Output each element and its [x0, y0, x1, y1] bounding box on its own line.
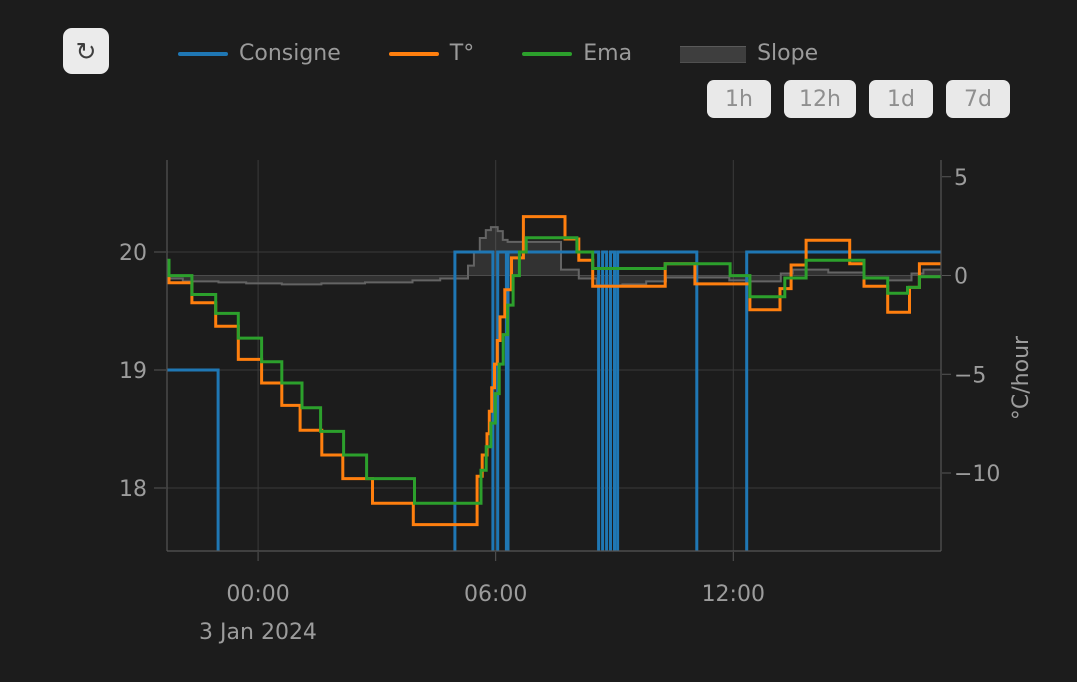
axis-lines — [166, 160, 942, 552]
series-layer — [167, 215, 941, 551]
slope-area-swatch — [680, 45, 747, 63]
range-button-1d[interactable]: 1d — [868, 80, 933, 118]
legend-item-consigne[interactable]: Consigne — [178, 43, 341, 65]
y-left-tick-label: 19 — [119, 359, 147, 384]
legend-label: T° — [449, 41, 475, 66]
temperature-line-swatch — [388, 52, 439, 56]
x-axis-tick-label: 06:00 — [464, 582, 527, 607]
y-right-tick-label: −10 — [954, 462, 1000, 487]
tick-labels: 20 19 18 5 0 −5 −10 00:00 06:00 12:00 — [119, 166, 1000, 607]
ema-line-swatch — [522, 52, 573, 56]
refresh-button[interactable]: ↻ — [63, 28, 109, 74]
legend-item-slope[interactable]: Slope — [680, 43, 818, 65]
legend-item-temperature[interactable]: T° — [388, 41, 475, 66]
x-axis-tick-label: 12:00 — [702, 582, 765, 607]
right-axis-title: °C/hour — [1009, 335, 1034, 421]
series-ema-line — [167, 236, 941, 505]
x-axis-date-label: 3 Jan 2024 — [199, 620, 317, 645]
x-axis-tick-label: 00:00 — [226, 582, 289, 607]
y-left-tick-label: 20 — [119, 241, 147, 266]
y-left-tick-label: 18 — [119, 477, 147, 502]
legend-item-ema[interactable]: Ema — [522, 43, 632, 65]
legend-label: Slope — [757, 41, 819, 66]
range-button-1h[interactable]: 1h — [707, 80, 771, 118]
series-temperature-line — [167, 215, 941, 527]
y-right-tick-label: −5 — [954, 363, 986, 388]
series-slope-line — [167, 226, 941, 287]
chart-legend: Consigne T° Ema Slope — [178, 39, 818, 69]
range-button-group: 1h 12h 1d 7d — [707, 80, 1010, 118]
series-slope-area — [167, 227, 941, 286]
refresh-icon: ↻ — [75, 36, 97, 66]
gridlines — [167, 160, 941, 551]
y-right-tick-label: 0 — [954, 265, 968, 290]
series-consigne-line — [167, 250, 941, 551]
legend-label: Ema — [583, 41, 633, 66]
y-right-tick-label: 5 — [954, 166, 968, 191]
range-button-12h[interactable]: 12h — [784, 80, 856, 118]
range-button-7d[interactable]: 7d — [945, 80, 1010, 118]
legend-label: Consigne — [239, 41, 341, 66]
consigne-line-swatch — [178, 52, 228, 56]
